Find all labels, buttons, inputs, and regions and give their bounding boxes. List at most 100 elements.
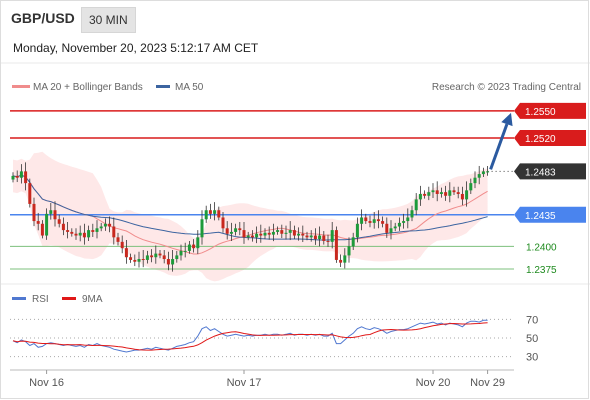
rsi-ma-legend-label: 9MA — [82, 294, 103, 305]
candle — [343, 248, 347, 269]
ma50-legend-label: MA 50 — [175, 82, 204, 93]
rsi-legend-swatch — [12, 297, 26, 300]
candle — [259, 224, 263, 243]
level-label-1.2435: 1.2435 — [525, 211, 556, 222]
candle — [322, 231, 326, 245]
candle-body — [19, 171, 23, 178]
candle — [360, 209, 364, 231]
candle — [129, 253, 133, 263]
candle-body — [473, 177, 477, 184]
x-tick-label: Nov 20 — [416, 377, 451, 389]
candle — [208, 203, 212, 219]
candle — [150, 249, 154, 263]
candle-body — [376, 219, 380, 222]
candle — [40, 220, 44, 239]
ma20-legend-swatch — [12, 85, 30, 88]
candle-body — [460, 193, 464, 200]
candle — [166, 251, 170, 271]
projection-arrow-shaft — [489, 123, 509, 170]
candle-body — [99, 226, 103, 229]
interval-badge[interactable]: 30 MIN — [81, 7, 136, 33]
candle — [124, 240, 128, 264]
candle-body — [469, 183, 473, 191]
legend-rsi: RSI 9MA — [12, 294, 103, 305]
candle-body — [414, 199, 418, 211]
candle — [330, 221, 334, 249]
candle — [460, 186, 464, 206]
candle — [246, 231, 250, 241]
candle — [221, 212, 225, 233]
candle-body — [179, 250, 183, 256]
candle-body — [217, 210, 221, 218]
candle — [406, 208, 410, 229]
candle — [61, 217, 65, 236]
candle-body — [108, 223, 112, 227]
chart-header: GBP/USD 30 MIN — [0, 0, 590, 38]
candle-body — [439, 192, 443, 194]
candle-body — [406, 217, 410, 222]
candle-body — [70, 231, 74, 234]
candle-body — [481, 171, 485, 175]
candle — [465, 181, 469, 207]
candle-body — [292, 230, 296, 236]
candle-body — [200, 219, 204, 238]
price-level-lines — [10, 110, 514, 270]
candle-body — [288, 230, 292, 233]
candle-body — [259, 233, 263, 236]
candle — [28, 178, 32, 208]
candle — [444, 185, 448, 201]
rsi-level-label-30: 30 — [526, 352, 538, 364]
candle — [385, 217, 389, 238]
candle — [263, 228, 267, 240]
rsi-level-label-50: 50 — [526, 333, 538, 345]
candle — [439, 187, 443, 198]
candle — [15, 170, 19, 183]
candle-body — [116, 237, 120, 242]
candle — [238, 221, 242, 236]
candle-body — [368, 221, 372, 223]
rsi-line — [12, 319, 488, 353]
candle-body — [36, 221, 40, 224]
candle — [66, 221, 70, 239]
candle — [347, 237, 351, 263]
candle-body — [221, 217, 225, 229]
candle — [452, 186, 456, 196]
candle — [74, 228, 78, 240]
candle — [179, 244, 183, 261]
candle — [334, 226, 338, 263]
candle — [271, 223, 275, 242]
candle-body — [238, 228, 242, 231]
candle — [276, 226, 280, 235]
candle — [473, 171, 477, 189]
candle-body — [271, 231, 275, 235]
rsi-level-label-70: 70 — [526, 314, 538, 326]
candle — [255, 226, 259, 244]
candle-body — [145, 255, 149, 260]
candle — [284, 225, 288, 240]
candle — [200, 210, 204, 245]
candle — [292, 225, 296, 240]
candle-body — [103, 223, 107, 227]
candle — [234, 223, 238, 236]
candle-body — [57, 219, 61, 224]
candle-body — [326, 240, 330, 242]
candle — [120, 235, 124, 254]
candle-body — [24, 171, 28, 184]
projection-arrow — [489, 112, 513, 170]
candle — [305, 231, 309, 241]
candle-body — [318, 235, 322, 240]
rsi-ma-line — [12, 322, 488, 351]
candle-body — [385, 223, 389, 233]
candle — [393, 222, 397, 232]
candle-body — [229, 231, 233, 234]
candle — [217, 206, 221, 221]
candle — [410, 205, 414, 222]
candle — [477, 165, 481, 185]
legend-main: MA 20 + Bollinger Bands MA 50 Research ©… — [12, 82, 581, 93]
candle-body — [45, 213, 49, 236]
candle — [204, 205, 208, 223]
level-tag-1.2550 — [514, 102, 586, 119]
candle-body — [196, 237, 200, 249]
candle-body — [158, 253, 162, 256]
candle — [11, 172, 15, 183]
